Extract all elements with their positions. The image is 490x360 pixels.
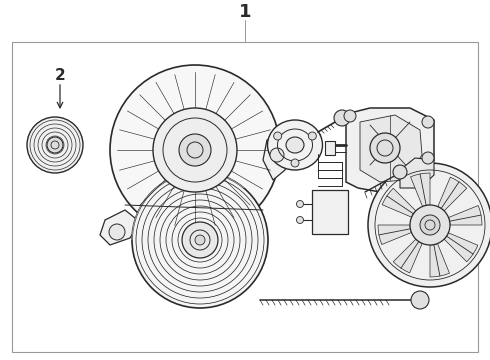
Circle shape [420,215,440,235]
Circle shape [153,108,237,192]
Circle shape [182,222,218,258]
Ellipse shape [286,137,304,153]
Circle shape [411,291,429,309]
Circle shape [296,201,303,207]
Circle shape [296,216,303,224]
Polygon shape [393,239,422,273]
Polygon shape [411,173,430,206]
Polygon shape [325,141,335,155]
Circle shape [179,134,211,166]
Ellipse shape [268,120,322,170]
Polygon shape [360,115,422,182]
Circle shape [270,148,284,162]
Polygon shape [438,177,467,211]
Circle shape [109,224,125,240]
Circle shape [47,137,63,153]
Circle shape [393,165,407,179]
Polygon shape [400,158,434,188]
Circle shape [27,117,83,173]
Circle shape [291,159,299,167]
Polygon shape [263,135,287,180]
Polygon shape [100,210,140,245]
Circle shape [422,152,434,164]
Circle shape [368,163,490,287]
Polygon shape [382,188,416,217]
Circle shape [344,110,356,122]
Circle shape [195,235,205,245]
Text: 1: 1 [239,3,251,21]
Bar [12,42,478,352]
Polygon shape [444,233,478,262]
Circle shape [132,172,268,308]
Polygon shape [378,225,412,244]
Circle shape [422,116,434,128]
Polygon shape [346,108,434,192]
Circle shape [308,132,317,140]
Polygon shape [430,244,449,277]
Polygon shape [312,190,348,234]
Circle shape [334,110,350,126]
Circle shape [410,205,450,245]
Text: 2: 2 [54,68,65,82]
Polygon shape [448,206,482,225]
Circle shape [274,132,282,140]
Circle shape [110,65,280,235]
Circle shape [370,133,400,163]
